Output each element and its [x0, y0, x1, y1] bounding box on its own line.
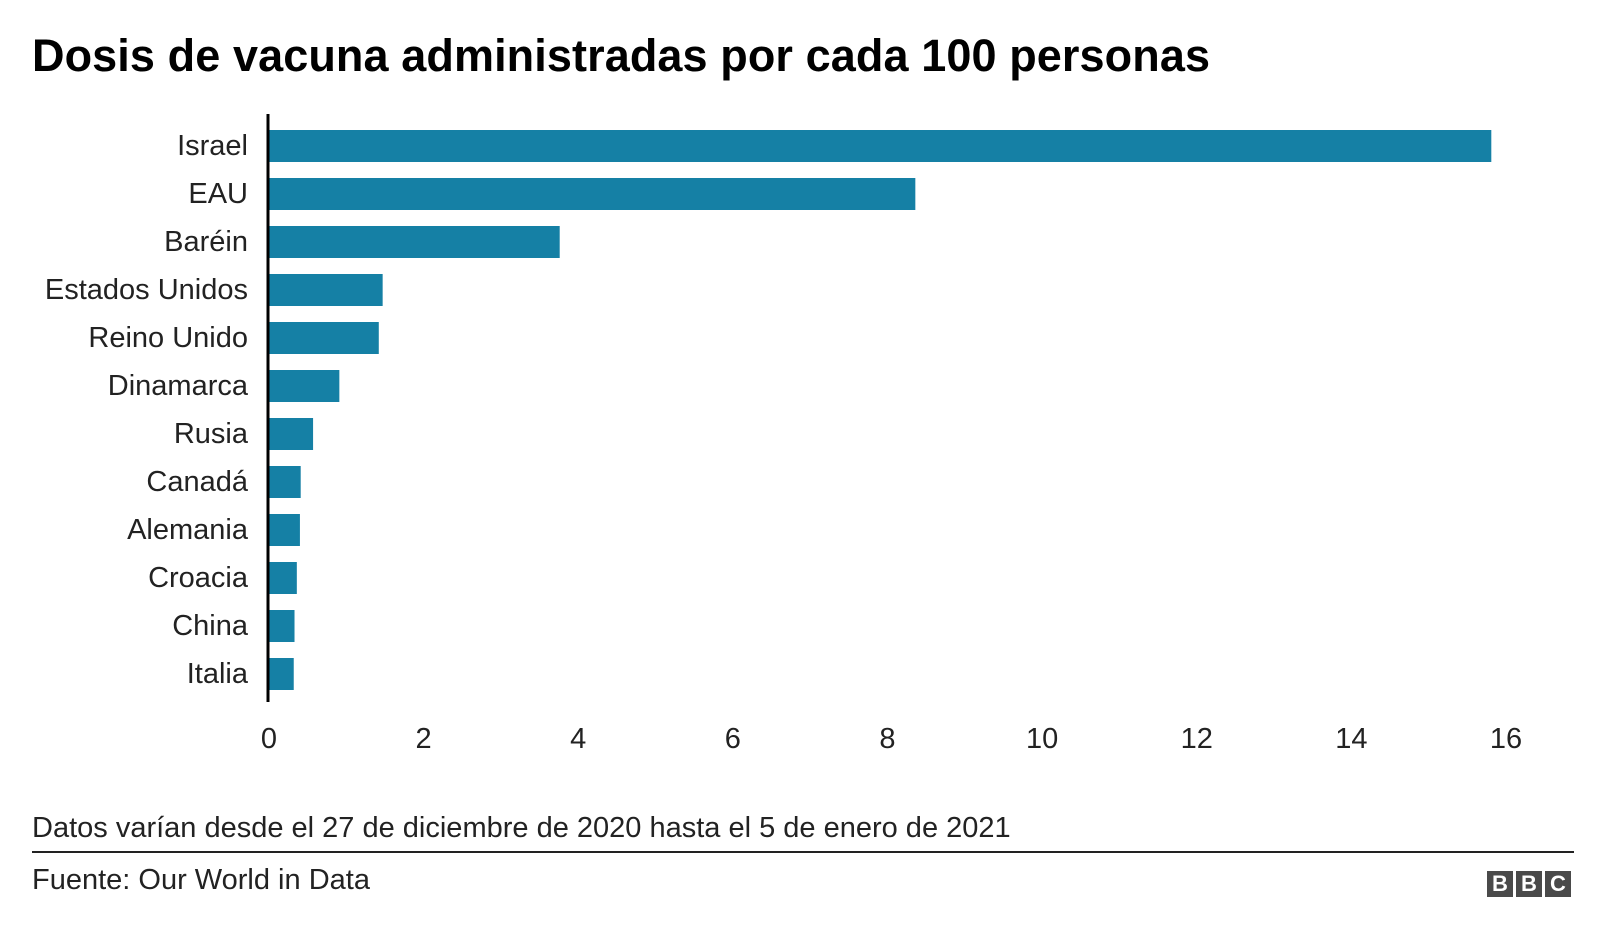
- bar: [269, 418, 314, 450]
- category-labels: Israel EAU Baréin Estados Unidos Reino Unido…: [45, 130, 249, 690]
- x-tick-label: 16: [1490, 723, 1522, 755]
- bbc-logo-letter-1: B: [1487, 871, 1513, 897]
- x-tick-label: 12: [1181, 723, 1213, 755]
- bar: [269, 274, 383, 306]
- category-label: EAU: [188, 178, 248, 210]
- category-label: Estados Unidos: [45, 274, 248, 306]
- bbc-logo-letter-2: B: [1516, 871, 1542, 897]
- chart-note: Datos varían desde el 27 de diciembre de…: [32, 812, 1011, 844]
- bar: [269, 130, 1492, 162]
- x-tick-label: 10: [1026, 723, 1058, 755]
- bar: [269, 178, 916, 210]
- bar: [269, 562, 297, 594]
- category-label: Rusia: [174, 418, 249, 450]
- bar: [269, 466, 301, 498]
- chart-source: Fuente: Our World in Data: [32, 864, 370, 896]
- bar: [269, 226, 560, 258]
- bbc-logo-letter-3: C: [1545, 871, 1571, 897]
- bar-chart: Israel EAU Baréin Estados Unidos Reino Unido…: [45, 114, 1522, 755]
- x-axis-tick-labels: 0 2 4 6 8 10 12 14 16: [261, 723, 1522, 755]
- x-tick-label: 0: [261, 723, 277, 755]
- bar: [269, 370, 340, 402]
- chart-title: Dosis de vacuna administradas por cada 1…: [32, 30, 1211, 81]
- category-label: Baréin: [164, 226, 248, 258]
- x-tick-label: 14: [1335, 723, 1367, 755]
- bar: [269, 610, 295, 642]
- x-tick-label: 6: [725, 723, 741, 755]
- category-label: Israel: [177, 130, 248, 162]
- bars: [269, 130, 1492, 690]
- category-label: Italia: [187, 658, 249, 690]
- category-label: China: [172, 610, 249, 642]
- bar: [269, 658, 294, 690]
- bbc-logo: B B C: [1487, 871, 1571, 897]
- bar: [269, 514, 300, 546]
- footer-divider: [32, 851, 1574, 853]
- category-label: Reino Unido: [88, 322, 248, 354]
- category-label: Canadá: [146, 466, 248, 498]
- x-tick-label: 2: [416, 723, 432, 755]
- x-tick-label: 4: [570, 723, 586, 755]
- category-label: Alemania: [127, 514, 249, 546]
- bar: [269, 322, 379, 354]
- category-label: Dinamarca: [108, 370, 249, 402]
- category-label: Croacia: [148, 562, 249, 594]
- x-tick-label: 8: [879, 723, 895, 755]
